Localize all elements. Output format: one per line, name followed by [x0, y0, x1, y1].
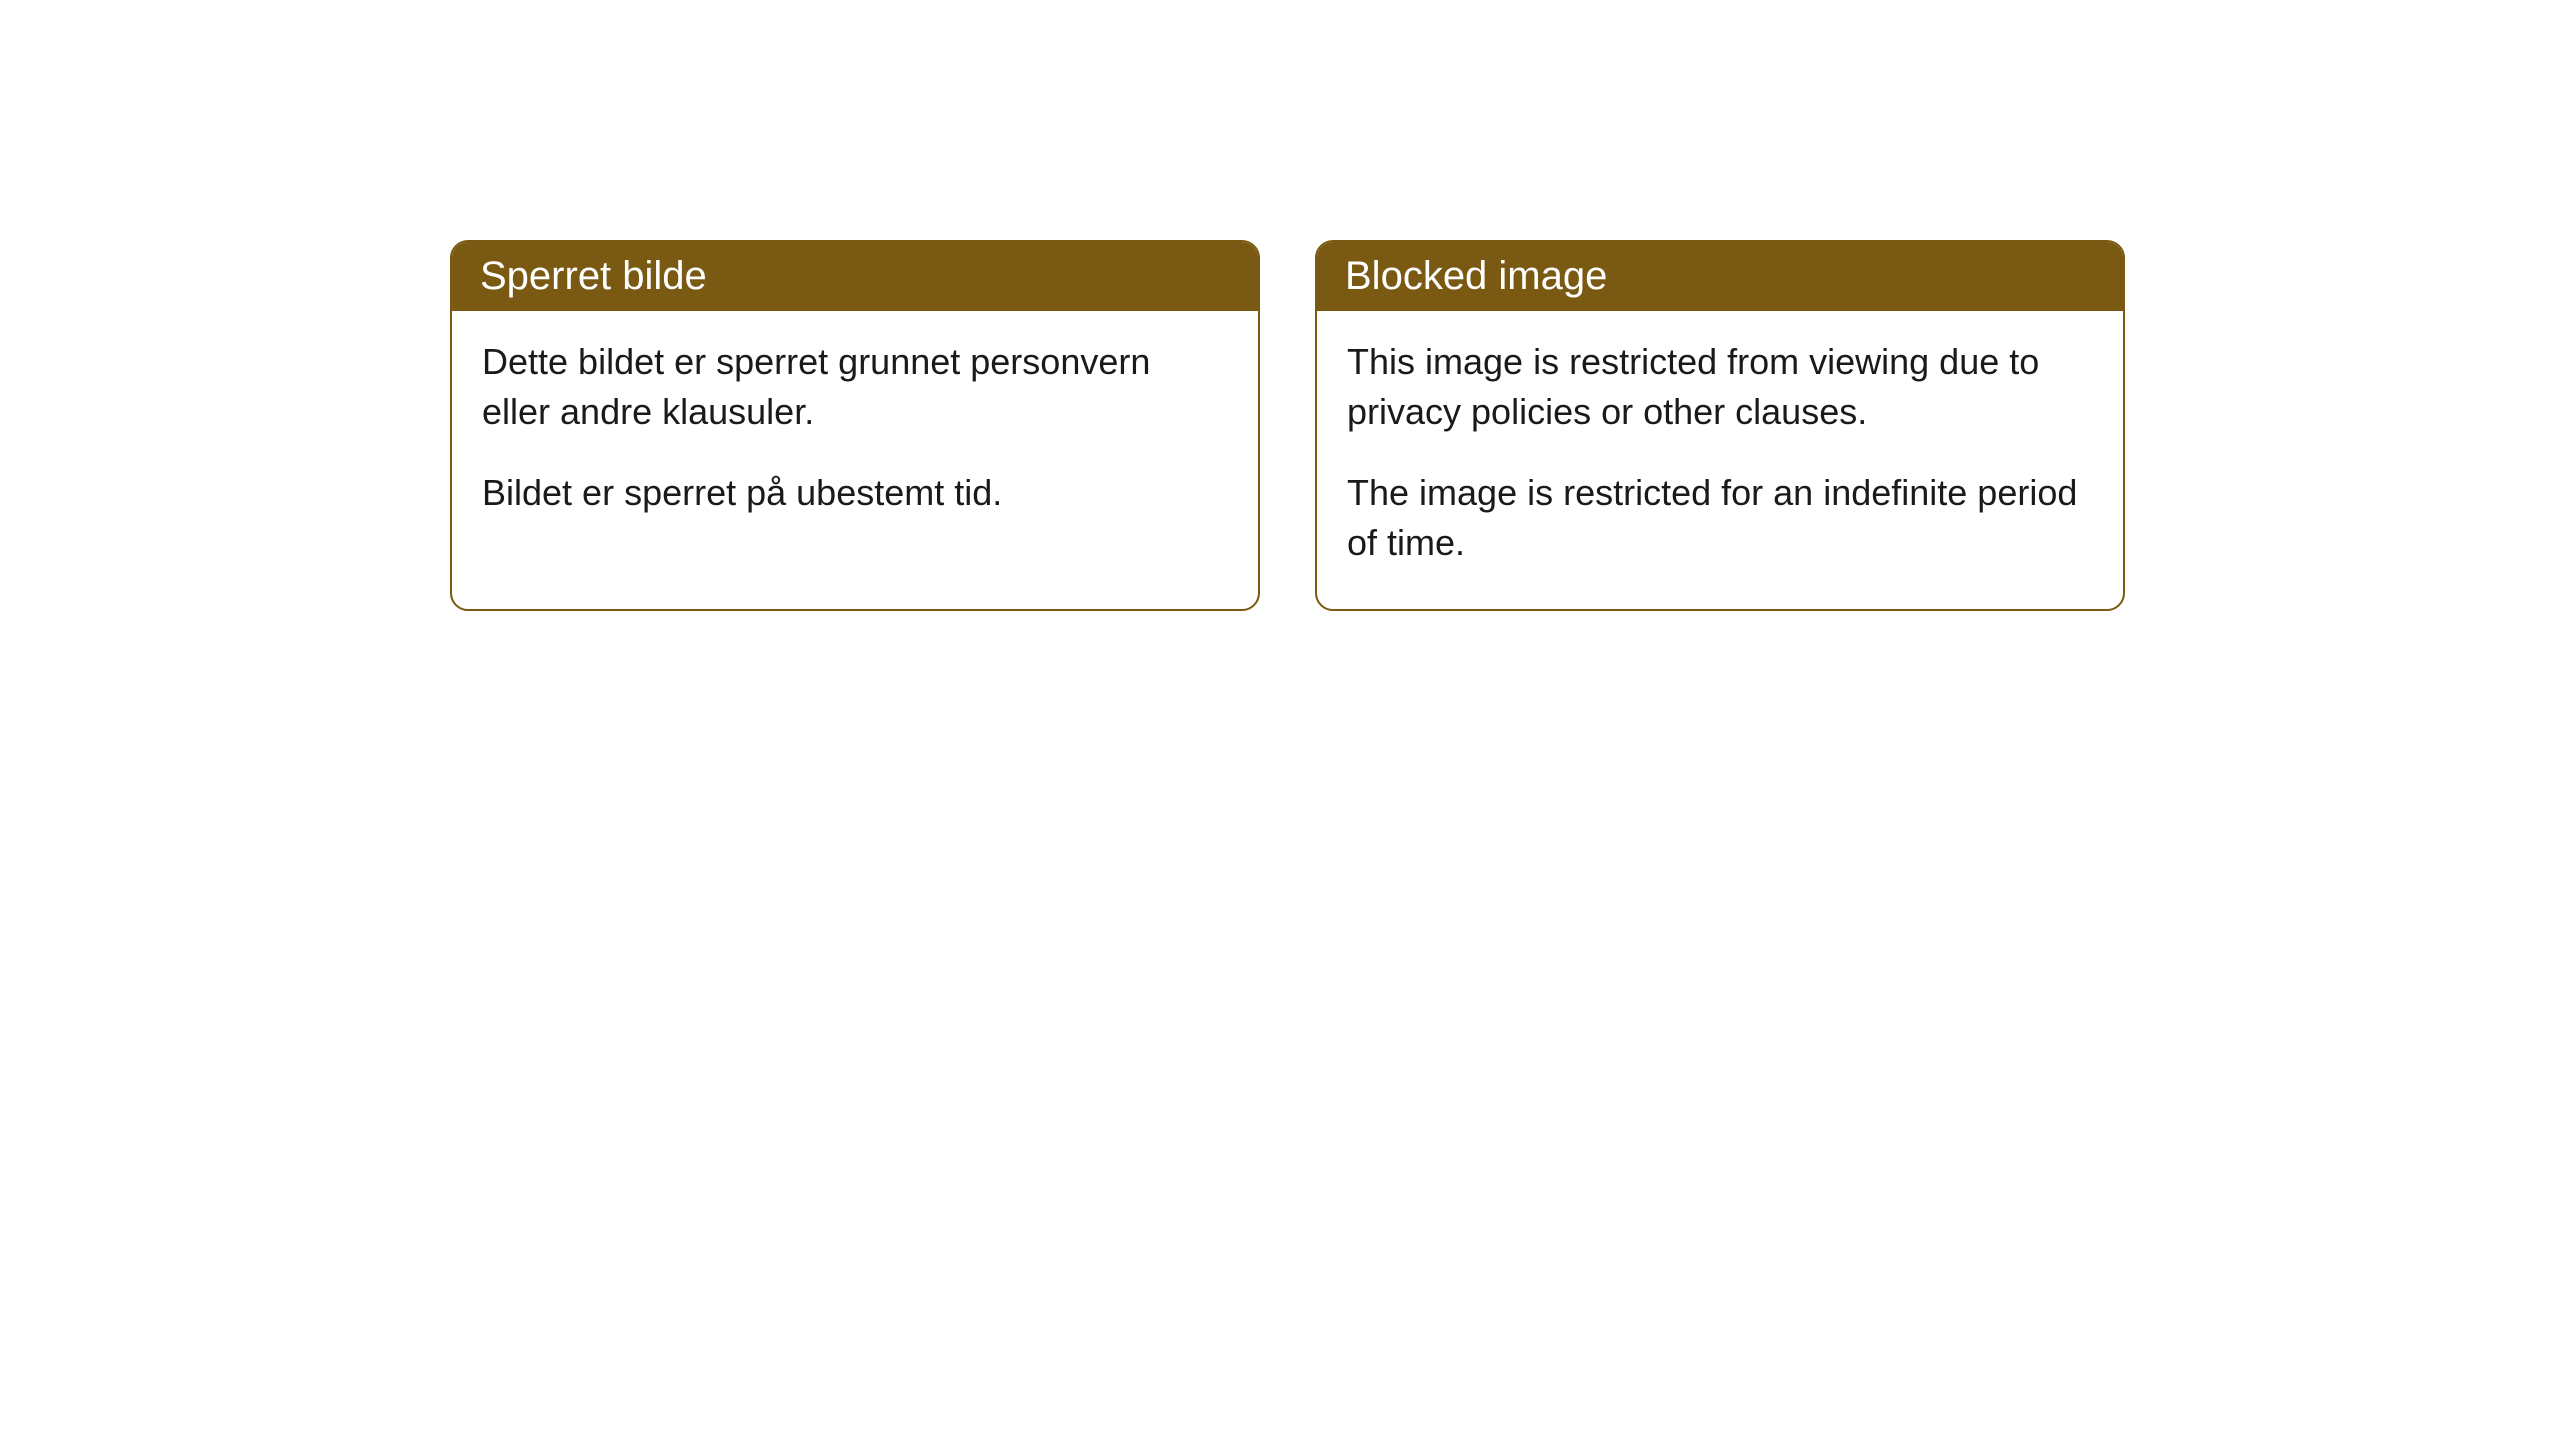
notice-cards-container: Sperret bilde Dette bildet er sperret gr… [450, 240, 2560, 611]
card-title: Blocked image [1345, 254, 1607, 298]
card-body-norwegian: Dette bildet er sperret grunnet personve… [452, 311, 1258, 558]
card-header-english: Blocked image [1317, 242, 2123, 311]
blocked-image-card-english: Blocked image This image is restricted f… [1315, 240, 2125, 611]
card-body-english: This image is restricted from viewing du… [1317, 311, 2123, 609]
card-text-2: Bildet er sperret på ubestemt tid. [482, 468, 1228, 518]
card-text-2: The image is restricted for an indefinit… [1347, 468, 2093, 569]
card-header-norwegian: Sperret bilde [452, 242, 1258, 311]
card-text-1: Dette bildet er sperret grunnet personve… [482, 337, 1228, 438]
card-text-1: This image is restricted from viewing du… [1347, 337, 2093, 438]
card-title: Sperret bilde [480, 254, 707, 298]
blocked-image-card-norwegian: Sperret bilde Dette bildet er sperret gr… [450, 240, 1260, 611]
